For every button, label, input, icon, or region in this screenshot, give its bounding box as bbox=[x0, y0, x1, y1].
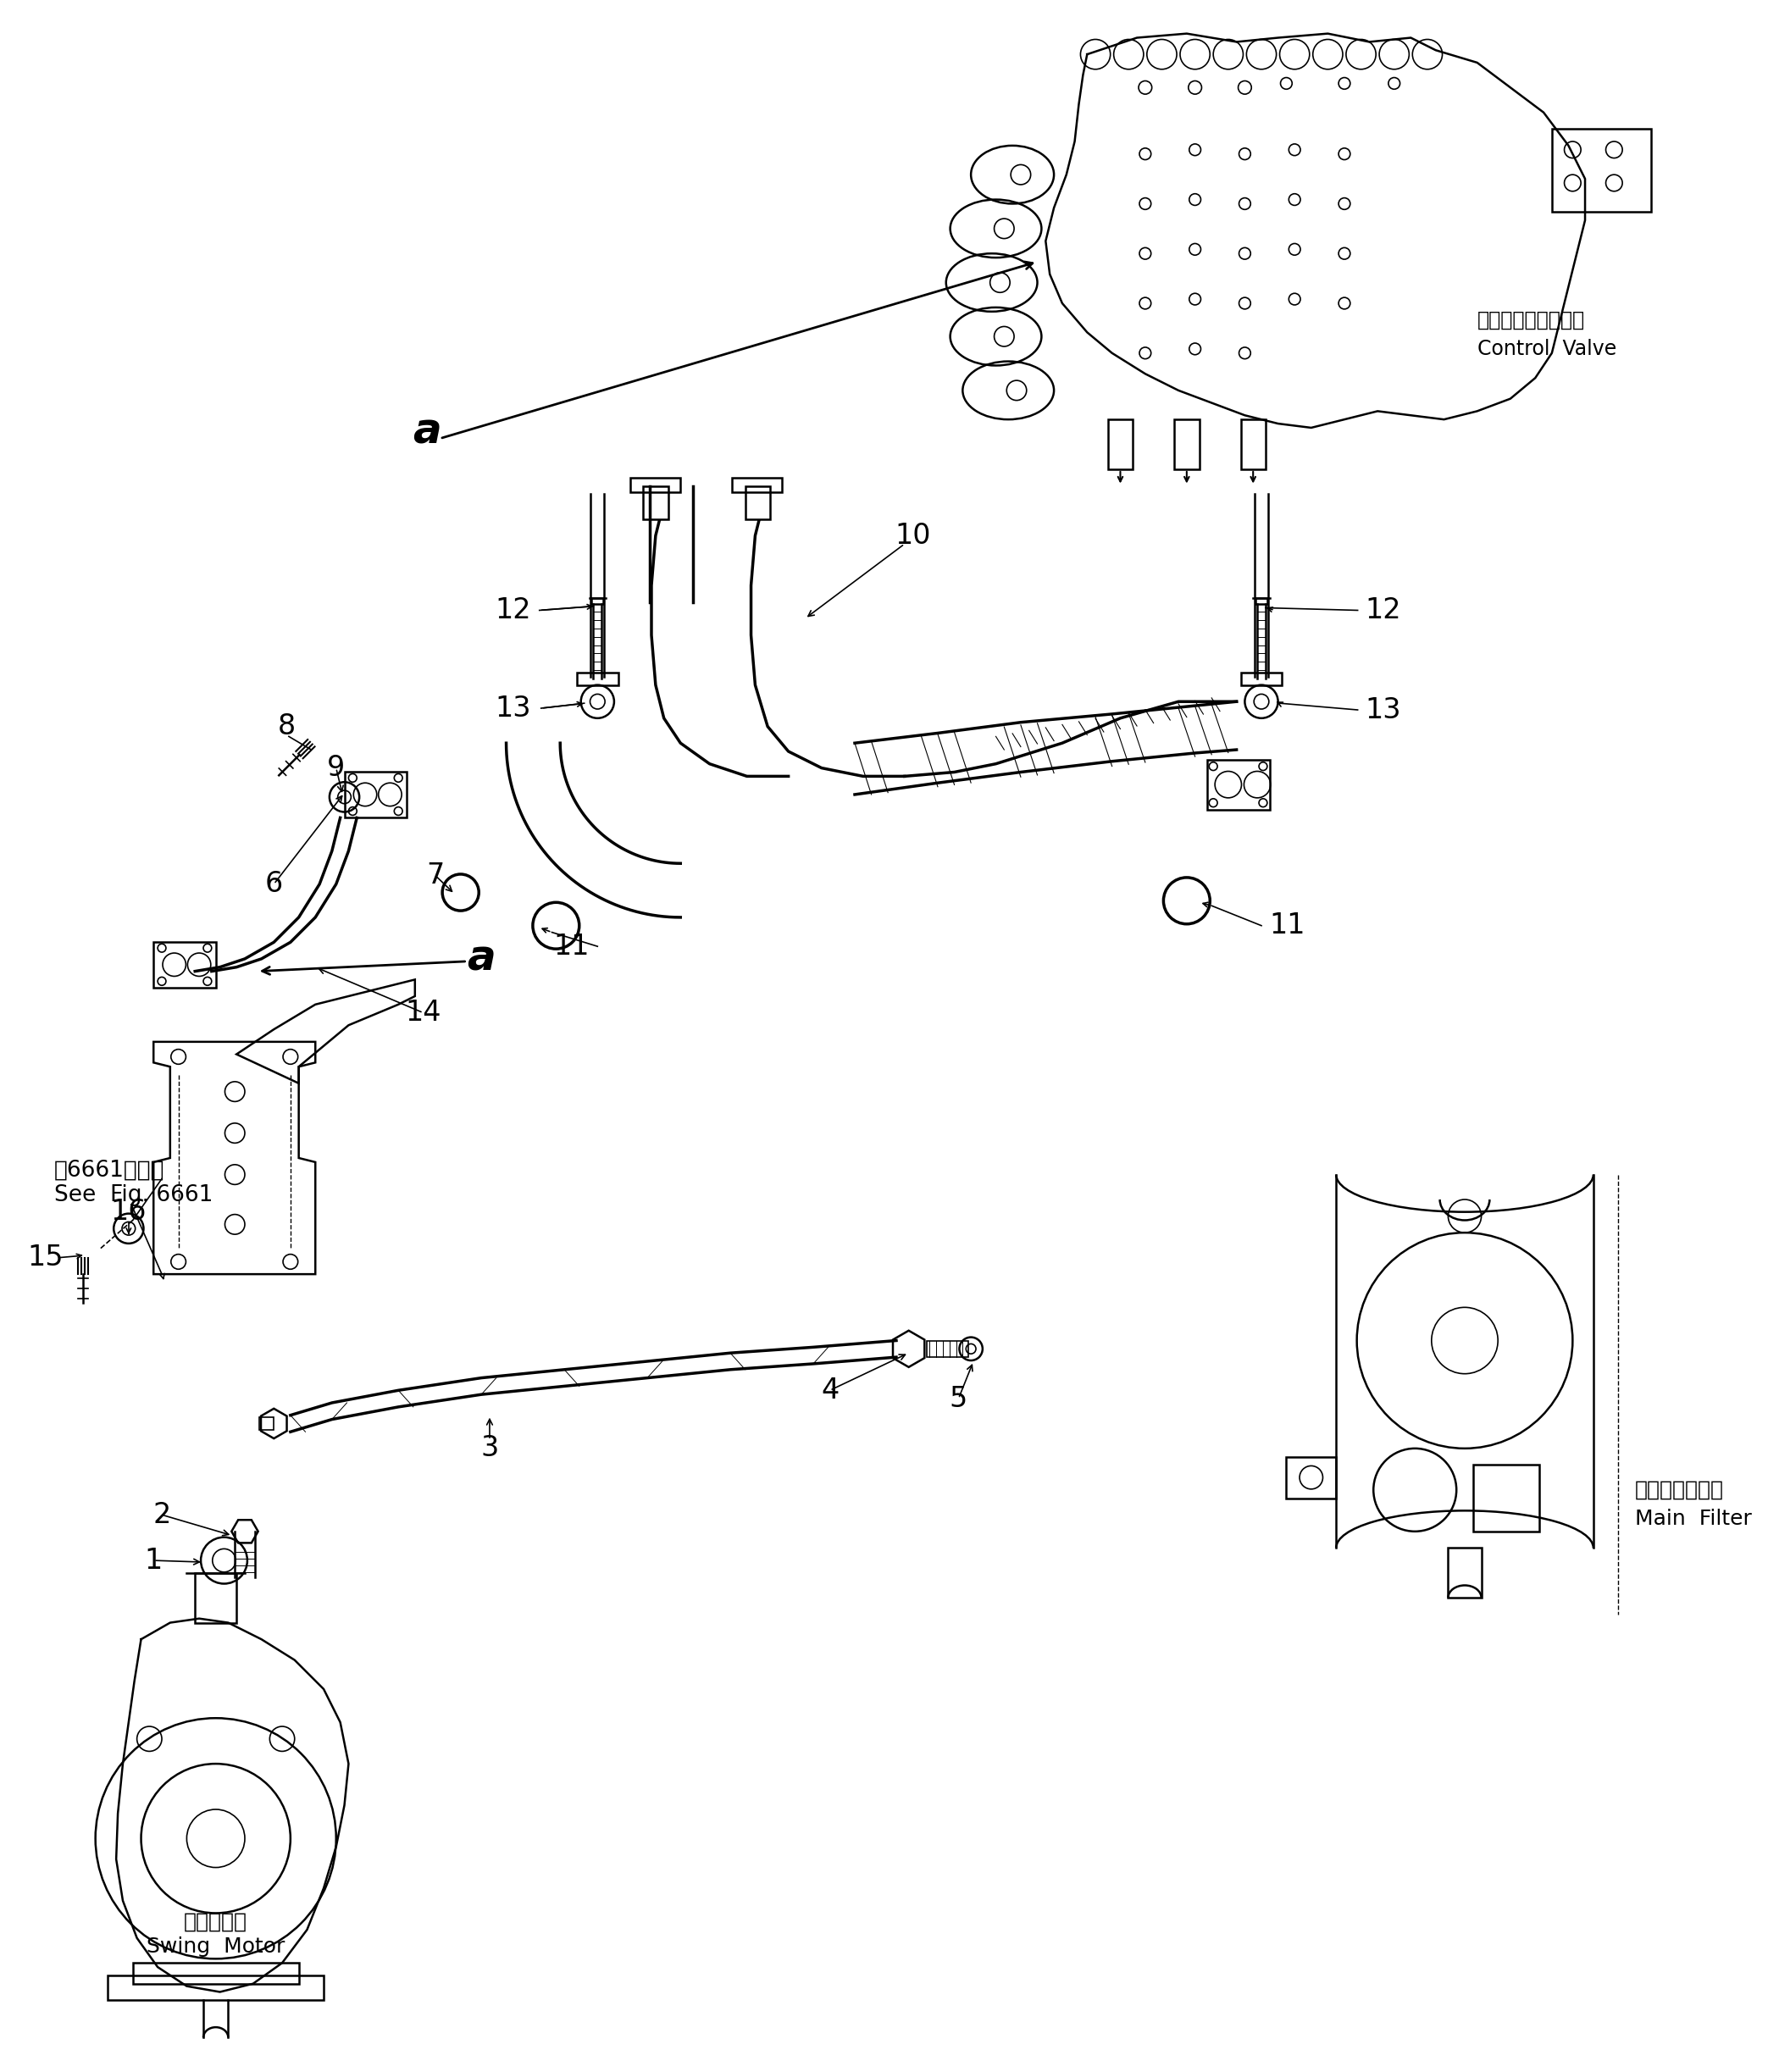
Text: 12: 12 bbox=[1365, 597, 1402, 624]
Bar bbox=[1448, 1548, 1482, 1598]
Bar bbox=[746, 485, 771, 518]
Text: 13: 13 bbox=[1365, 696, 1402, 723]
Bar bbox=[631, 477, 681, 493]
Bar bbox=[592, 599, 603, 603]
Text: 旋回モータ: 旋回モータ bbox=[184, 1910, 248, 1931]
Text: 4: 4 bbox=[820, 1376, 838, 1405]
Bar bbox=[1208, 760, 1269, 810]
Bar bbox=[345, 773, 407, 818]
Text: 11: 11 bbox=[1269, 912, 1307, 939]
Bar bbox=[1287, 1457, 1337, 1498]
Text: 16: 16 bbox=[111, 1198, 147, 1227]
Bar bbox=[576, 673, 619, 686]
Bar bbox=[1174, 419, 1199, 468]
Bar bbox=[1109, 419, 1133, 468]
Bar bbox=[1241, 419, 1266, 468]
Text: 15: 15 bbox=[28, 1243, 64, 1272]
Text: 7: 7 bbox=[426, 862, 446, 889]
Bar bbox=[644, 485, 668, 518]
Text: Control  Valve: Control Valve bbox=[1478, 338, 1616, 358]
Text: 第6661図参照: 第6661図参照 bbox=[55, 1160, 164, 1181]
Bar bbox=[926, 1341, 969, 1357]
Text: 6: 6 bbox=[265, 870, 283, 897]
Text: 13: 13 bbox=[495, 694, 530, 723]
Bar bbox=[732, 477, 781, 493]
Text: 2: 2 bbox=[152, 1500, 171, 1529]
Text: 5: 5 bbox=[949, 1384, 967, 1413]
Bar bbox=[1552, 128, 1651, 211]
Bar bbox=[154, 943, 216, 988]
Bar bbox=[1473, 1465, 1540, 1531]
Text: 8: 8 bbox=[278, 713, 295, 740]
Text: a: a bbox=[414, 412, 442, 452]
Text: 9: 9 bbox=[327, 754, 345, 781]
Text: See  Fig. 6661: See Fig. 6661 bbox=[55, 1185, 212, 1206]
Text: メインフィルタ: メインフィルタ bbox=[1635, 1479, 1724, 1500]
Bar bbox=[108, 1975, 324, 1999]
Text: 14: 14 bbox=[405, 999, 442, 1028]
Text: 12: 12 bbox=[495, 597, 530, 624]
Text: コントロールバルブ: コントロールバルブ bbox=[1478, 309, 1584, 329]
Text: a: a bbox=[467, 939, 495, 980]
Bar bbox=[1255, 599, 1268, 603]
Text: 3: 3 bbox=[481, 1434, 499, 1463]
Bar bbox=[258, 1417, 274, 1430]
Text: 11: 11 bbox=[553, 932, 589, 959]
Text: Swing  Motor: Swing Motor bbox=[147, 1935, 285, 1956]
Text: Main  Filter: Main Filter bbox=[1635, 1508, 1752, 1529]
Text: 10: 10 bbox=[895, 522, 932, 549]
Bar bbox=[133, 1962, 299, 1983]
Text: 1: 1 bbox=[145, 1546, 163, 1575]
Bar bbox=[1241, 673, 1282, 686]
Bar bbox=[194, 1573, 237, 1622]
